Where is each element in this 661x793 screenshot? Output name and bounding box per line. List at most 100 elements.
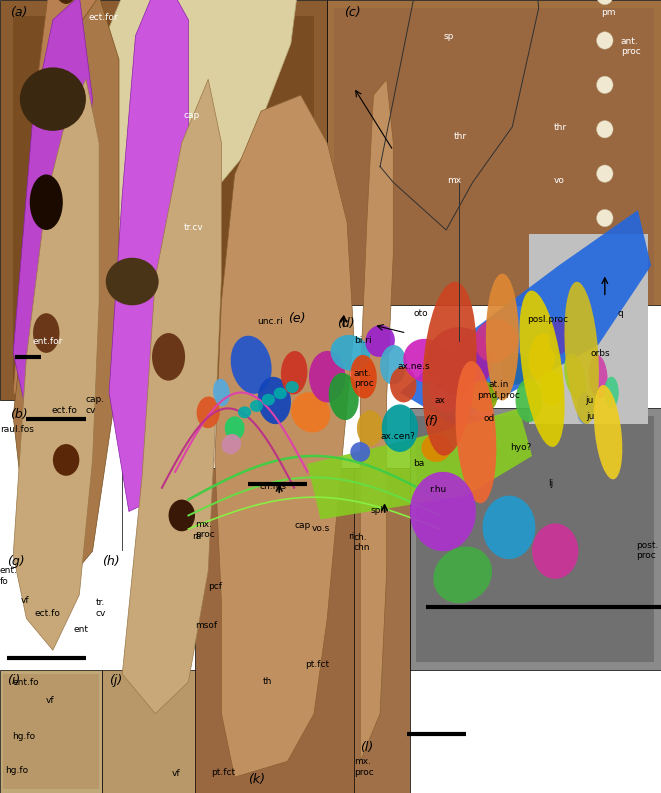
Ellipse shape (576, 393, 594, 424)
Ellipse shape (309, 351, 345, 403)
Text: raul.fos: raul.fos (1, 425, 34, 434)
Text: tr.cv: tr.cv (183, 224, 203, 232)
Ellipse shape (221, 434, 241, 454)
Ellipse shape (231, 335, 272, 394)
Text: (d): (d) (337, 317, 355, 330)
Polygon shape (307, 408, 532, 519)
Text: ri: ri (348, 532, 355, 541)
Ellipse shape (486, 274, 519, 400)
Text: ant.
proc: ant. proc (621, 37, 641, 56)
Ellipse shape (274, 387, 287, 399)
Text: cap: cap (183, 111, 200, 120)
Text: pmd.proc: pmd.proc (477, 391, 520, 400)
Text: mx.
proc: mx. proc (195, 520, 215, 539)
Text: thr: thr (454, 132, 467, 141)
Bar (334, 8, 654, 305)
Ellipse shape (382, 404, 418, 452)
Ellipse shape (529, 333, 555, 381)
Text: vo.s: vo.s (311, 524, 330, 533)
Ellipse shape (589, 355, 607, 398)
Ellipse shape (213, 379, 230, 406)
Text: hyo?: hyo? (510, 442, 531, 452)
Ellipse shape (350, 355, 377, 398)
Text: (a): (a) (10, 6, 27, 19)
Bar (0, 0, 327, 400)
Ellipse shape (366, 325, 395, 357)
Ellipse shape (291, 393, 330, 432)
Ellipse shape (483, 496, 535, 559)
Text: ect.fo: ect.fo (34, 608, 60, 618)
Ellipse shape (106, 258, 159, 305)
Text: ju: ju (586, 396, 594, 404)
Ellipse shape (597, 32, 613, 49)
Text: vf: vf (172, 769, 180, 778)
Ellipse shape (53, 444, 79, 476)
Bar (354, 468, 410, 793)
Bar (0, 404, 122, 551)
Ellipse shape (604, 377, 619, 408)
Text: pm: pm (601, 8, 615, 17)
Polygon shape (400, 210, 651, 424)
Text: (c): (c) (344, 6, 360, 19)
Text: ect.fo: ect.fo (52, 406, 77, 415)
Text: ent.fo: ent.fo (12, 678, 39, 687)
Bar (410, 408, 661, 670)
Ellipse shape (350, 442, 370, 462)
Ellipse shape (53, 0, 79, 4)
Ellipse shape (238, 406, 251, 419)
Text: mx: mx (447, 176, 461, 185)
Ellipse shape (434, 546, 492, 603)
Polygon shape (13, 0, 119, 599)
Ellipse shape (468, 381, 497, 412)
Text: post.
proc: post. proc (636, 541, 658, 560)
Text: vo: vo (554, 176, 565, 185)
Text: oto: oto (413, 309, 428, 318)
Polygon shape (215, 95, 354, 777)
Text: ax: ax (435, 396, 446, 404)
Text: ch.fos: ch.fos (260, 481, 287, 491)
Ellipse shape (169, 500, 195, 531)
Ellipse shape (455, 361, 496, 504)
Text: ent: ent (73, 625, 89, 634)
Text: msof: msof (195, 622, 217, 630)
Text: hg.fo: hg.fo (13, 733, 36, 741)
Bar (3, 674, 99, 789)
Ellipse shape (597, 121, 613, 138)
Bar (529, 234, 648, 424)
Text: at.in: at.in (488, 380, 509, 389)
Ellipse shape (597, 76, 613, 94)
Ellipse shape (410, 472, 476, 551)
Bar (327, 313, 661, 404)
Bar (122, 305, 661, 567)
Ellipse shape (426, 328, 492, 395)
Text: tr.
cv: tr. cv (95, 598, 106, 618)
Ellipse shape (549, 320, 568, 355)
Ellipse shape (329, 373, 359, 420)
Bar (0, 555, 122, 694)
Ellipse shape (196, 396, 220, 428)
Text: ant.
proc: ant. proc (354, 369, 373, 388)
Ellipse shape (225, 416, 245, 440)
Ellipse shape (540, 371, 564, 406)
Ellipse shape (430, 365, 463, 412)
Text: od: od (483, 414, 494, 423)
Ellipse shape (532, 523, 578, 579)
Text: unc.ri: unc.ri (257, 317, 283, 326)
Text: ju: ju (586, 412, 594, 422)
Text: bi.ri: bi.ri (354, 335, 371, 344)
Ellipse shape (286, 381, 299, 393)
Text: vf: vf (46, 695, 55, 704)
Polygon shape (122, 79, 221, 714)
Polygon shape (20, 0, 304, 337)
Text: pcf: pcf (208, 582, 222, 592)
Polygon shape (360, 79, 393, 761)
Bar (102, 670, 218, 793)
Text: thr: thr (554, 123, 567, 132)
Text: r.hu: r.hu (430, 485, 447, 494)
Ellipse shape (475, 319, 517, 363)
Text: (k): (k) (248, 773, 265, 786)
Text: (e): (e) (288, 312, 305, 324)
Text: pt.fct: pt.fct (305, 661, 329, 669)
Text: q: q (618, 309, 623, 318)
Text: sph: sph (370, 506, 386, 515)
